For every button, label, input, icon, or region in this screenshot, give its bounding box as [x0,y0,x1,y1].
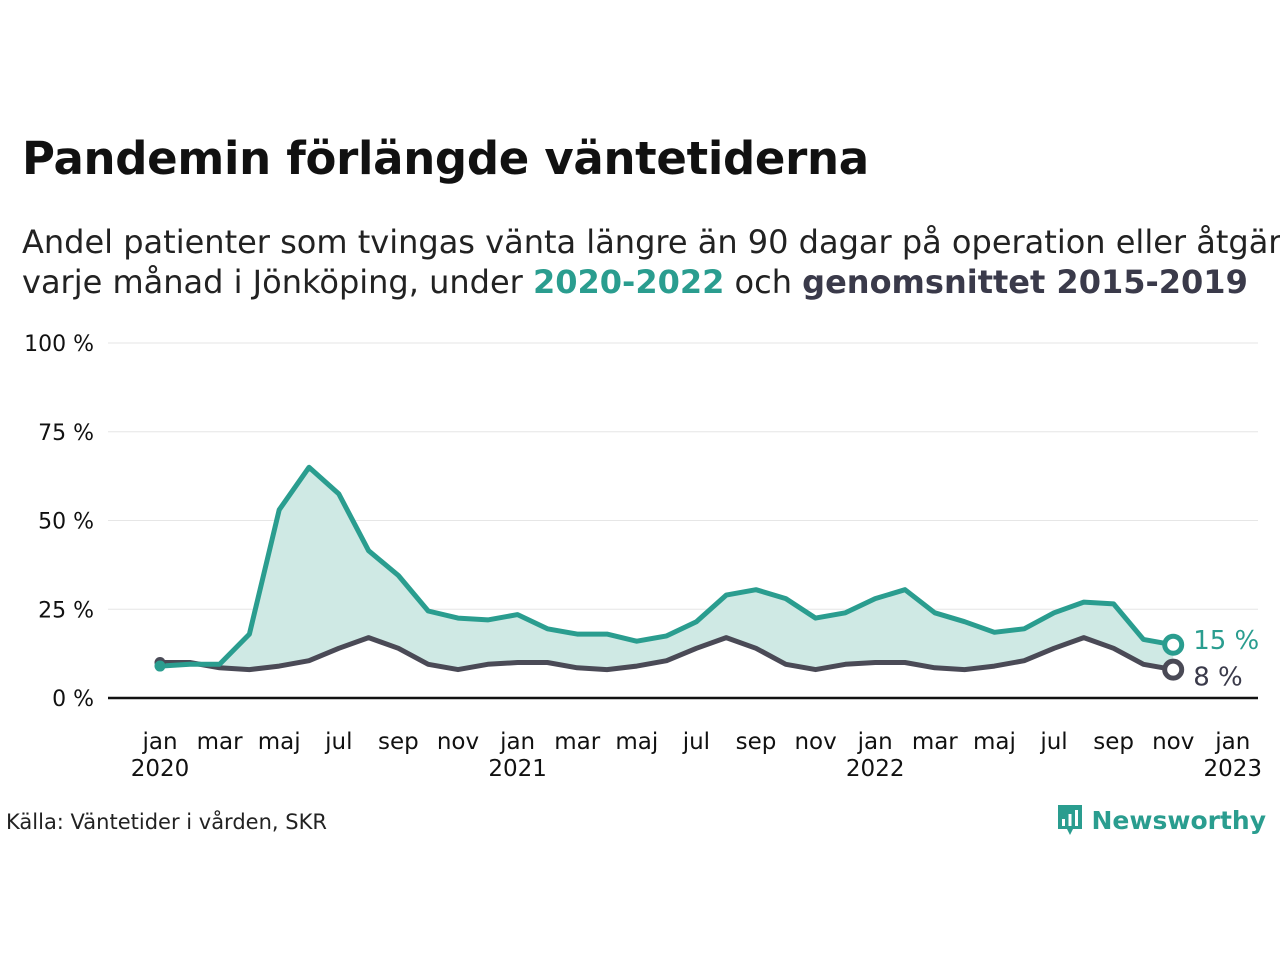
x-tick-label: mar [197,729,243,755]
x-tick-label: nov [437,729,479,755]
y-tick-label: 50 % [38,510,94,535]
y-tick-label: 100 % [24,332,94,357]
y-tick-label: 75 % [38,421,94,446]
x-tick-year-label: 2023 [1204,756,1263,782]
x-tick-label: mar [912,729,958,755]
x-tick-label: nov [1152,729,1194,755]
x-tick-label: jan [857,729,893,755]
x-tick-label: maj [615,729,658,755]
subtitle-mid: och [724,263,803,301]
x-tick-label: jan [141,729,177,755]
subtitle-line-1: Andel patienter som tvingas vänta längre… [22,223,1280,261]
x-tick-label: jul [324,729,352,755]
x-tick-year-label: 2020 [131,756,190,782]
x-tick-label: jan [1214,729,1250,755]
end-point-2020-2022 [1162,633,1185,656]
brand-name: Newsworthy [1091,805,1267,835]
x-tick-label: sep [1093,729,1134,755]
x-tick-label: nov [794,729,836,755]
x-tick-label: maj [258,729,301,755]
subtitle-line-2: varje månad i Jönköping, under 2020-2022… [22,262,1280,302]
area-between-series [160,467,1174,670]
x-tick-label: jul [682,729,710,755]
x-tick-label: maj [973,729,1016,755]
bar-chart-speech-bubble-icon [1057,805,1082,835]
x-tick-label: jan [499,729,535,755]
source-note: Källa: Väntetider i vården, SKR [6,810,327,834]
point-markers: 15 % 8 % [154,626,1259,693]
legend-2020-2022: 2020-2022 [532,263,725,301]
start-point-2020-2022 [154,660,166,672]
series-line-2020-2022 [157,464,1176,669]
x-tick-year-label: 2022 [846,756,905,782]
chart-subtitle: Andel patienter som tvingas vänta längre… [22,222,1280,302]
chart-title: Pandemin förlängde väntetiderna [22,132,869,185]
series-line-average-2015-2019 [157,635,1176,673]
x-tick-label: sep [378,729,419,755]
legend-average-2015-2019: genomsnittet 2015-2019 [802,263,1248,301]
x-tick-year-label: 2021 [488,756,547,782]
y-tick-label: 0 % [52,687,94,712]
y-axis-ticks: 0 % 25 % 50 % 75 % 100 % [24,332,94,712]
y-tick-label: 25 % [38,598,94,623]
end-point-average [1162,658,1185,681]
subtitle-prefix: varje månad i Jönköping, under [22,263,533,301]
x-tick-label: mar [554,729,600,755]
x-tick-label: sep [736,729,777,755]
x-tick-label: jul [1039,729,1067,755]
end-label-2020-2022: 15 % [1193,626,1259,656]
brand-logo: Newsworthy [1056,803,1267,837]
end-label-average: 8 % [1193,663,1243,693]
